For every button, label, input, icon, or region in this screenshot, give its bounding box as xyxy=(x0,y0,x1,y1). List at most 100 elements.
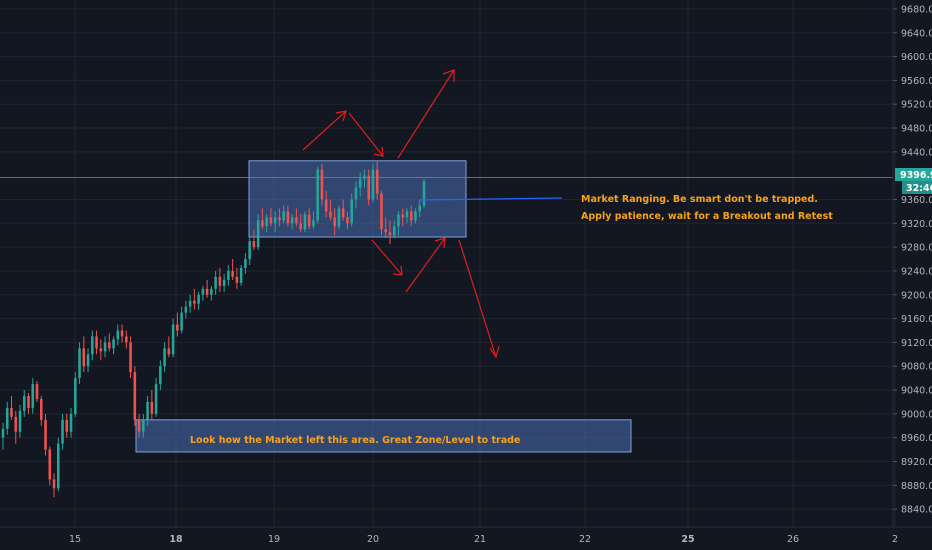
candle[interactable] xyxy=(103,336,107,358)
candle[interactable] xyxy=(150,390,154,420)
arrow-down-middle[interactable] xyxy=(348,112,384,157)
candle[interactable] xyxy=(184,300,188,319)
candle[interactable] xyxy=(252,229,256,251)
candle[interactable] xyxy=(286,205,290,227)
candle[interactable] xyxy=(5,401,9,435)
candle[interactable] xyxy=(146,395,149,426)
candle[interactable] xyxy=(27,393,30,414)
candle[interactable] xyxy=(222,273,226,292)
candle[interactable] xyxy=(371,163,375,203)
candle[interactable] xyxy=(154,378,158,417)
candle[interactable] xyxy=(316,166,319,224)
candle[interactable] xyxy=(422,178,426,209)
candle[interactable] xyxy=(95,330,98,355)
candle[interactable] xyxy=(299,214,302,233)
candle[interactable] xyxy=(163,342,166,373)
arrow-up-left[interactable] xyxy=(302,110,347,151)
candle[interactable] xyxy=(120,324,124,343)
candle[interactable] xyxy=(86,348,90,373)
candle[interactable] xyxy=(375,160,379,200)
candle[interactable] xyxy=(405,208,409,224)
candle[interactable] xyxy=(231,259,234,280)
candle[interactable] xyxy=(108,333,111,352)
candle[interactable] xyxy=(214,270,217,295)
arrows[interactable] xyxy=(302,69,500,359)
time-axis[interactable]: 15 18 19 20 21 22 25 26 2 xyxy=(0,526,932,545)
candle[interactable] xyxy=(337,205,341,230)
arrow-retest-up[interactable] xyxy=(405,237,446,293)
candle[interactable] xyxy=(312,211,315,230)
candle[interactable] xyxy=(227,264,230,286)
candle[interactable] xyxy=(65,413,69,438)
candle[interactable] xyxy=(320,163,324,206)
candle[interactable] xyxy=(39,395,43,426)
candle[interactable] xyxy=(261,208,264,230)
candle[interactable] xyxy=(35,381,39,402)
candle[interactable] xyxy=(354,181,358,209)
candle[interactable] xyxy=(397,211,400,236)
candle[interactable] xyxy=(176,312,179,337)
candle[interactable] xyxy=(31,378,35,414)
candle[interactable] xyxy=(48,446,52,486)
arrow-breakdown[interactable] xyxy=(458,239,500,359)
price-axis[interactable]: 8840.0 8880.0 8920.0 8960.0 9000.0 9040.0 9080… xyxy=(892,0,932,527)
candle[interactable] xyxy=(414,208,417,224)
candle[interactable] xyxy=(22,390,26,417)
candle[interactable] xyxy=(418,199,422,218)
candle[interactable] xyxy=(409,205,413,227)
candle[interactable] xyxy=(333,208,336,236)
candle[interactable] xyxy=(159,360,162,391)
candles-layer[interactable] xyxy=(1,160,426,498)
candle[interactable] xyxy=(1,422,5,450)
arrow-down-left[interactable] xyxy=(371,239,403,276)
candle[interactable] xyxy=(125,330,128,349)
candle[interactable] xyxy=(384,217,388,239)
candle[interactable] xyxy=(10,395,13,420)
range-box[interactable] xyxy=(248,160,467,238)
candle[interactable] xyxy=(44,413,47,456)
candle[interactable] xyxy=(142,413,145,438)
candle[interactable] xyxy=(57,437,60,492)
candle[interactable] xyxy=(116,324,120,346)
candle[interactable] xyxy=(52,473,56,498)
candle[interactable] xyxy=(401,208,405,227)
candle[interactable] xyxy=(74,372,77,417)
candle[interactable] xyxy=(78,342,81,385)
candle[interactable] xyxy=(303,211,307,233)
candle[interactable] xyxy=(307,208,311,230)
candle[interactable] xyxy=(278,208,281,227)
candle[interactable] xyxy=(392,220,396,239)
candle[interactable] xyxy=(82,336,86,373)
candle[interactable] xyxy=(137,413,141,438)
candle[interactable] xyxy=(248,235,251,265)
candle[interactable] xyxy=(205,279,209,298)
candle[interactable] xyxy=(290,214,294,230)
candle[interactable] xyxy=(324,190,328,218)
candle[interactable] xyxy=(358,172,362,197)
demand-zone[interactable] xyxy=(135,419,632,453)
candle[interactable] xyxy=(99,339,103,361)
candle[interactable] xyxy=(341,199,345,221)
candle[interactable] xyxy=(210,285,213,301)
candle[interactable] xyxy=(112,336,115,355)
candle[interactable] xyxy=(129,336,132,379)
candle[interactable] xyxy=(329,199,332,221)
candle[interactable] xyxy=(367,169,370,206)
candle[interactable] xyxy=(18,404,22,438)
candle[interactable] xyxy=(201,285,205,301)
candle[interactable] xyxy=(239,264,243,286)
trendline[interactable] xyxy=(419,197,563,201)
candle[interactable] xyxy=(14,410,18,444)
candle[interactable] xyxy=(69,407,73,438)
candle[interactable] xyxy=(235,267,239,289)
candle[interactable] xyxy=(91,330,94,361)
candle[interactable] xyxy=(167,336,171,358)
candle[interactable] xyxy=(295,208,298,227)
candle[interactable] xyxy=(350,193,353,227)
arrow-breakout-up[interactable] xyxy=(397,69,455,159)
candle[interactable] xyxy=(256,214,260,251)
candle[interactable] xyxy=(133,366,137,426)
candle[interactable] xyxy=(171,318,175,358)
candle[interactable] xyxy=(269,208,273,227)
candle[interactable] xyxy=(193,288,196,310)
